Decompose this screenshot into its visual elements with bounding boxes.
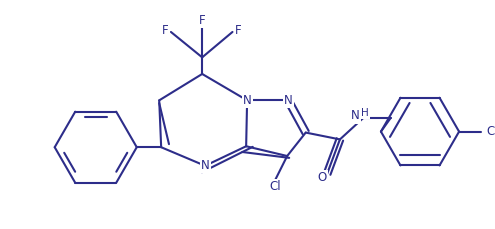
Text: F: F bbox=[235, 24, 242, 36]
Text: N: N bbox=[351, 109, 360, 123]
Text: F: F bbox=[162, 24, 168, 36]
Text: N: N bbox=[201, 159, 209, 172]
Text: N: N bbox=[284, 94, 293, 107]
Text: H: H bbox=[361, 108, 369, 118]
Text: Cl: Cl bbox=[487, 125, 495, 138]
Text: O: O bbox=[318, 171, 327, 184]
Text: N: N bbox=[243, 94, 251, 107]
Text: Cl: Cl bbox=[270, 180, 281, 193]
Text: F: F bbox=[199, 14, 205, 27]
